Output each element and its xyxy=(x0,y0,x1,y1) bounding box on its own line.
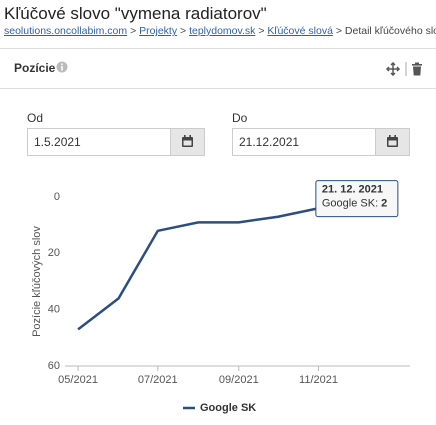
series-line xyxy=(77,201,384,331)
y-axis-label: Pozície kľúčových slov xyxy=(31,226,43,337)
y-tick-label: 0 xyxy=(54,191,60,203)
breadcrumb-sep: > xyxy=(130,25,137,37)
x-tick-label: 07/2021 xyxy=(138,374,178,386)
move-icon[interactable] xyxy=(386,62,401,76)
x-tick-label: 11/2021 xyxy=(299,374,338,386)
calendar-icon xyxy=(182,135,193,147)
panel-tools xyxy=(386,62,422,76)
x-tick-label: 09/2021 xyxy=(219,374,259,386)
y-tick-label: 40 xyxy=(48,304,60,316)
info-icon[interactable] xyxy=(56,61,68,73)
chart: 0 20 40 60 05/2021 07/2021 09/2021 11/2021 Pozíc… xyxy=(31,180,410,414)
y-tick-label: 20 xyxy=(48,247,60,259)
legend-label: Google SK xyxy=(200,402,256,414)
tooltip-box xyxy=(315,180,399,218)
panel-title: Pozície xyxy=(14,61,56,75)
calendar-icon xyxy=(387,135,398,147)
tooltip-value: 2 xyxy=(381,198,387,210)
breadcrumb-current: Detail kľúčového slova xyxy=(344,25,436,37)
tooltip-body: Google SK: 2 xyxy=(322,198,387,210)
divider xyxy=(0,48,436,49)
tooltip-sep: : xyxy=(375,198,378,210)
breadcrumb-link[interactable]: teplydomov.sk xyxy=(189,25,256,37)
x-tick-label: 05/2021 xyxy=(58,374,98,386)
to-label: Do xyxy=(232,111,248,125)
breadcrumb-link[interactable]: seolutions.oncollabim.com xyxy=(4,25,128,37)
tooltip: 21. 12. 2021 Google SK: 2 xyxy=(315,180,399,218)
breadcrumb-link[interactable]: Kľúčové slová xyxy=(267,25,333,37)
breadcrumb: seolutions.oncollabim.com > Projekty > t… xyxy=(4,25,436,37)
breadcrumb-sep: > xyxy=(180,25,187,37)
to-calendar-button[interactable] xyxy=(375,128,410,156)
breadcrumb-sep: > xyxy=(258,25,265,37)
breadcrumb-link[interactable]: Projekty xyxy=(139,25,178,37)
delete-icon[interactable] xyxy=(412,62,422,76)
divider xyxy=(0,88,436,89)
page-title: Kľúčové slovo "vymena radiatorov" xyxy=(4,4,267,23)
tooltip-title: 21. 12. 2021 xyxy=(322,184,383,196)
breadcrumb-sep: > xyxy=(335,25,342,37)
tooltip-series: Google SK xyxy=(322,198,376,210)
from-label: Od xyxy=(27,111,44,125)
y-tick-label: 60 xyxy=(48,360,60,372)
from-calendar-button[interactable] xyxy=(170,128,205,156)
